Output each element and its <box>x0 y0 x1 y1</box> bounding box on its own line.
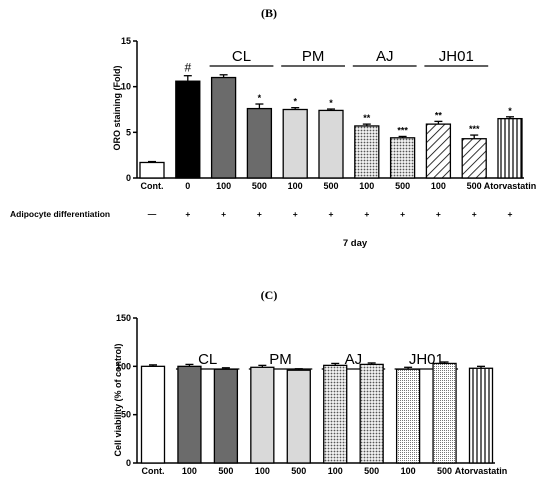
panel-b-category-labels: Cont. 0 100 500 100 500 100 500 100 500 Atorvastat… <box>141 181 537 191</box>
category-label: 500 <box>291 466 306 476</box>
panel-b-group-labels: CL PM AJ JH01 <box>209 48 489 67</box>
panel-c-label: (C) <box>261 288 278 302</box>
bar <box>213 368 239 464</box>
panel-b: (B) ORO staining (Fold) 0 5 10 15 CL PM AJ JH0… <box>10 6 536 249</box>
group-label: AJ <box>345 351 363 368</box>
bar <box>286 369 311 464</box>
significance-label: # <box>184 61 191 75</box>
bar <box>177 365 202 464</box>
category-label: 100 <box>431 181 446 191</box>
y-tick-label: 100 <box>116 361 131 371</box>
y-tick-label: 5 <box>126 127 131 137</box>
bar <box>318 109 344 179</box>
category-label: 500 <box>437 466 452 476</box>
y-tick-label: 50 <box>121 410 131 420</box>
significance-label: ** <box>435 110 443 120</box>
category-label: 100 <box>216 181 231 191</box>
significance-label: *** <box>469 124 480 134</box>
condition-mark: — <box>148 209 157 219</box>
bar <box>175 80 201 179</box>
panel-b-significance-labels: #* * ************ <box>184 61 512 136</box>
category-label: 100 <box>328 466 343 476</box>
panel-c-y-ticks: 0 50 100 150 <box>116 313 137 468</box>
bar <box>354 125 380 179</box>
panel-b-y-ticks: 0 5 10 15 <box>121 36 137 183</box>
group-label: PM <box>269 351 292 368</box>
y-tick-label: 0 <box>126 173 131 183</box>
footer-label: 7 day <box>343 238 368 249</box>
bar <box>210 76 237 179</box>
group-label: CL <box>198 351 217 368</box>
bar <box>246 107 273 179</box>
significance-label: * <box>258 93 262 103</box>
category-label: Cont. <box>142 466 165 476</box>
y-tick-label: 15 <box>121 36 131 46</box>
condition-mark: + <box>472 209 477 219</box>
bar <box>250 366 275 464</box>
category-label: Atorvastatin <box>455 466 508 476</box>
bar <box>395 368 421 464</box>
panel-c-error-bars <box>149 361 485 371</box>
panel-b-bars <box>139 76 523 179</box>
bar <box>140 365 166 464</box>
bar <box>468 367 494 464</box>
category-label: 100 <box>288 181 303 191</box>
category-label: 100 <box>401 466 416 476</box>
category-label: 500 <box>323 181 338 191</box>
panel-b-y-axis-label: ORO staining (Fold) <box>112 66 122 151</box>
panel-c-y-axis-label: Cell viability (% of control) <box>113 343 123 456</box>
bar <box>323 364 348 464</box>
y-tick-label: 150 <box>116 313 131 323</box>
bar <box>425 123 452 179</box>
group-label: PM <box>302 48 325 65</box>
condition-mark: + <box>364 209 369 219</box>
panel-c-category-labels: Cont. 100 500 100 500 100 500 100 500 Atorvastati… <box>142 466 508 476</box>
significance-label: * <box>508 106 512 116</box>
category-label: 500 <box>218 466 233 476</box>
category-label: 500 <box>467 181 482 191</box>
category-label: 100 <box>255 466 270 476</box>
panel-c-group-labels: CL PM AJ JH01 <box>175 351 459 370</box>
bar <box>359 363 384 464</box>
group-label: CL <box>232 48 251 65</box>
condition-marks: — + + + + + + + + + + <box>148 209 513 219</box>
condition-label: Adipocyte differentiation <box>10 209 110 219</box>
y-tick-label: 0 <box>126 458 131 468</box>
category-label: 100 <box>182 466 197 476</box>
condition-mark: + <box>185 209 190 219</box>
category-label: Cont. <box>141 181 164 191</box>
condition-mark: + <box>400 209 405 219</box>
category-label: Atorvastatin <box>484 181 537 191</box>
bar <box>461 138 487 179</box>
panel-c: (C) Cell viability (% of control) 0 50 100… <box>113 288 507 476</box>
panel-b-label: (B) <box>261 6 277 20</box>
group-label: AJ <box>376 48 394 65</box>
significance-label: *** <box>397 125 408 135</box>
condition-mark: + <box>257 209 262 219</box>
panel-c-bars <box>140 362 494 464</box>
condition-mark: + <box>508 209 513 219</box>
category-label: 100 <box>359 181 374 191</box>
significance-label: * <box>293 97 297 107</box>
bar <box>432 362 457 464</box>
y-tick-label: 10 <box>121 82 131 92</box>
bar <box>282 108 308 179</box>
category-label: 500 <box>252 181 267 191</box>
bar <box>139 161 165 179</box>
condition-mark: + <box>329 209 334 219</box>
category-label: 0 <box>185 181 190 191</box>
category-label: 500 <box>395 181 410 191</box>
category-label: 500 <box>364 466 379 476</box>
bar <box>497 117 523 179</box>
significance-label: * <box>329 98 333 108</box>
significance-label: ** <box>363 113 371 123</box>
bar <box>389 137 416 179</box>
condition-mark: + <box>293 209 298 219</box>
panel-b-error-bars <box>148 74 514 163</box>
condition-mark: + <box>221 209 226 219</box>
condition-mark: + <box>436 209 441 219</box>
group-label: JH01 <box>439 48 474 65</box>
